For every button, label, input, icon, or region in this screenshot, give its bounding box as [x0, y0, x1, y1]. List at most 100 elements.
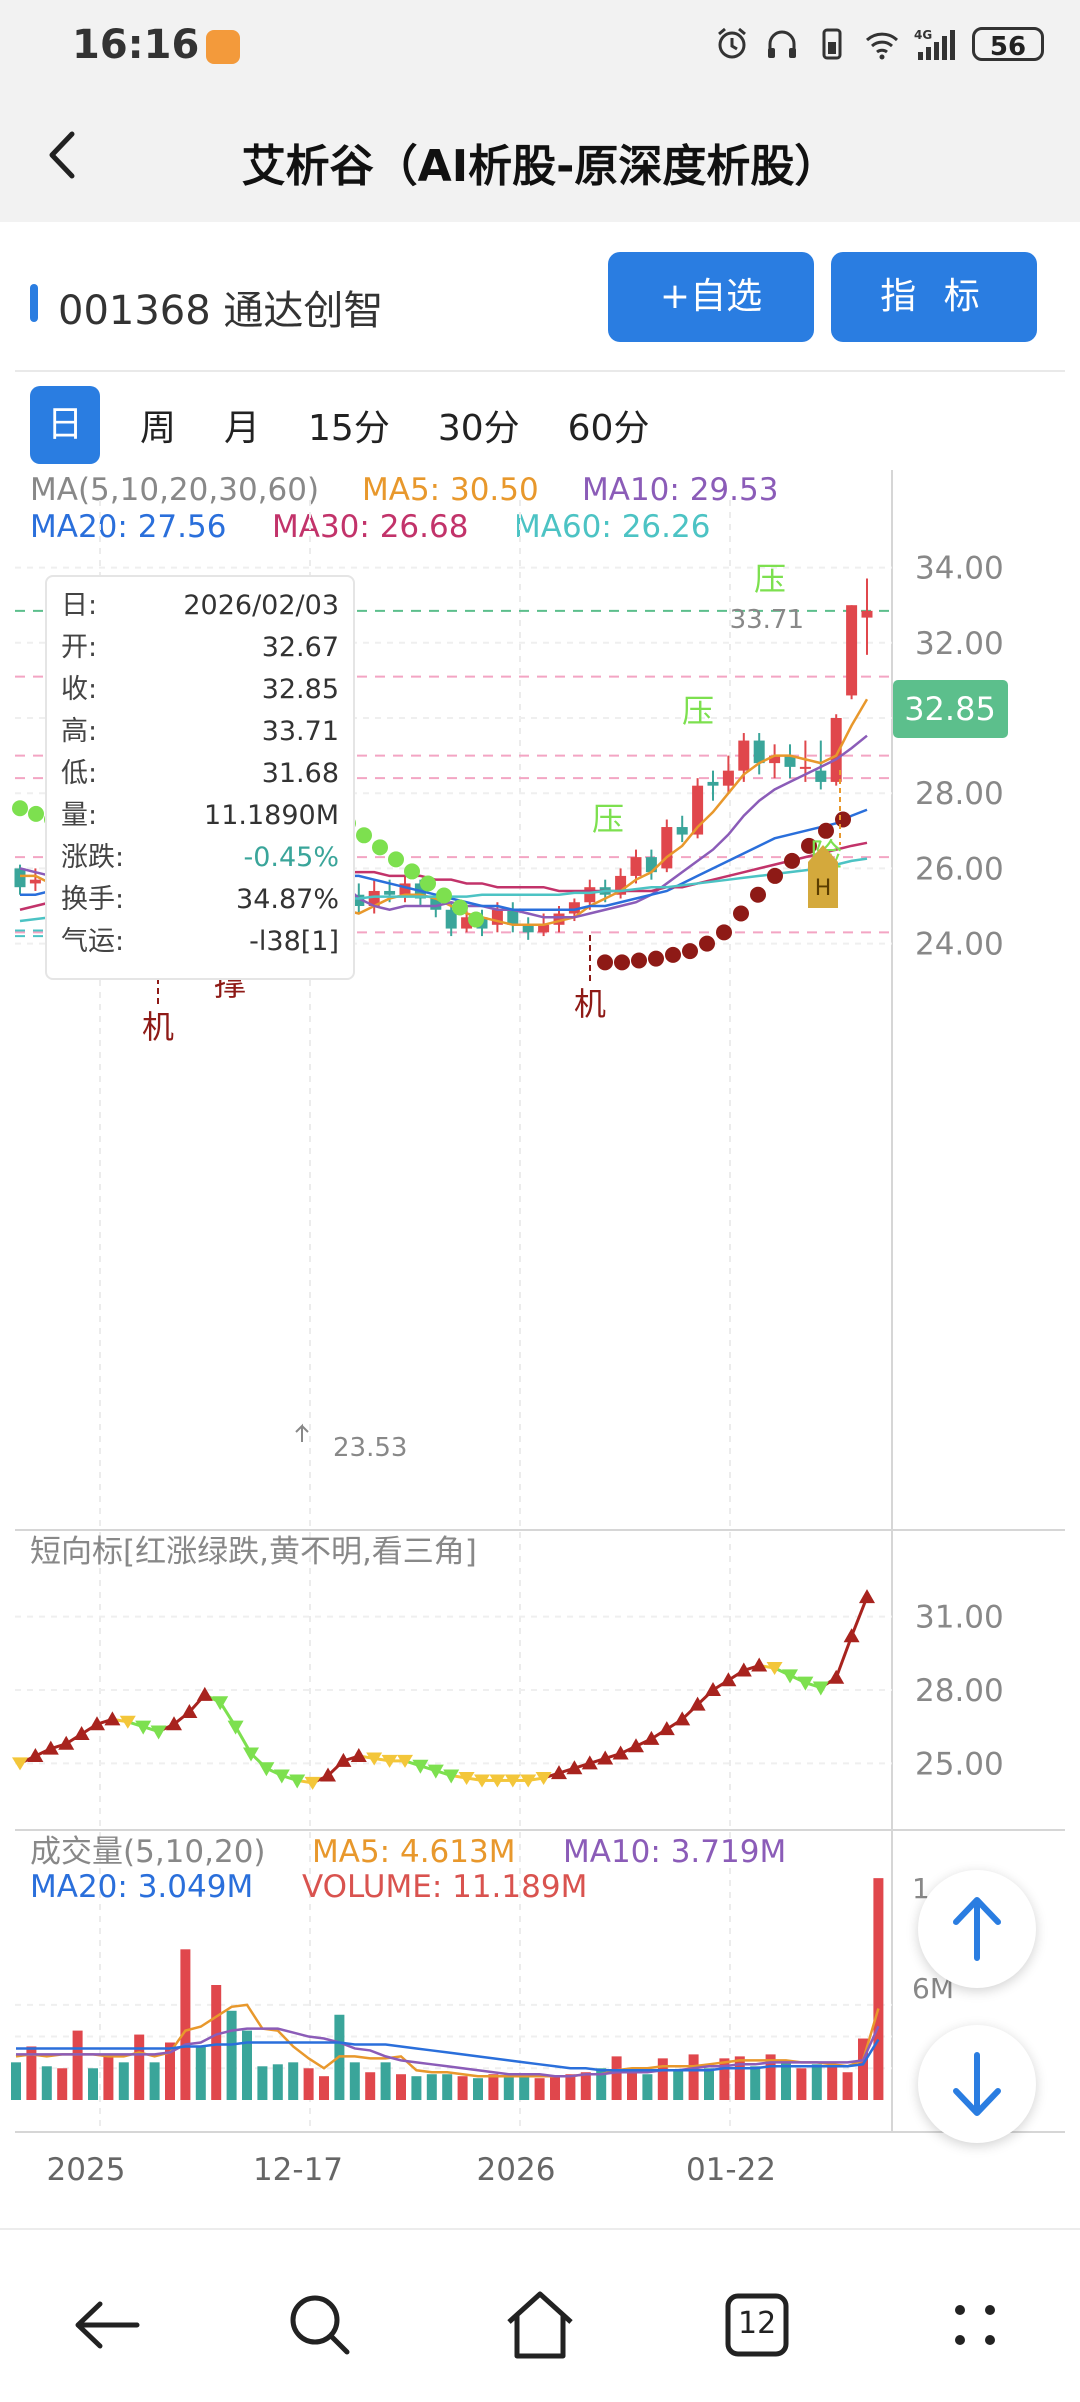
- stock-marker: [30, 284, 38, 322]
- ma5-legend: MA5: 30.50: [362, 472, 539, 508]
- page-title: 艾析谷（AI析股-原深度析股）: [241, 141, 839, 192]
- short-triangle-red: [104, 1711, 121, 1726]
- more-menu-icon[interactable]: [930, 2280, 1020, 2370]
- price-axis-tick: 24.00: [915, 927, 1004, 963]
- arrow-up-icon: [953, 1897, 1001, 1961]
- candle-body: [630, 857, 642, 876]
- ma20-legend: MA20: 27.56: [30, 509, 226, 545]
- phone-battery-icon: [822, 28, 842, 60]
- low-price-label: 23.53: [333, 1433, 407, 1463]
- volume-bar: [134, 2034, 145, 2100]
- bottom-navigation: 12: [0, 2228, 1080, 2402]
- stock-chart[interactable]: MA(5,10,20,30,60) MA5: 30.50 MA10: 29.53…: [0, 470, 1080, 2200]
- fortune-label: 气运:: [61, 926, 125, 957]
- volume-info-value: 11.1890M: [204, 800, 339, 831]
- short-segment: [850, 1596, 869, 1637]
- candle-body: [522, 924, 534, 933]
- volume-bar: [180, 1949, 191, 2100]
- volume-bar: [242, 2030, 252, 2100]
- signal-dot-red: [648, 950, 664, 967]
- short-triangle-red: [720, 1672, 737, 1687]
- volume-bar: [195, 2046, 206, 2100]
- short-triangle-red: [859, 1589, 875, 1604]
- close-label: 收:: [61, 674, 98, 705]
- short-triangle-red: [735, 1662, 752, 1677]
- arrow-down-icon: [953, 2052, 1001, 2116]
- tab-30min[interactable]: 30分: [437, 408, 520, 449]
- short-triangle-green: [135, 1720, 152, 1735]
- scroll-up-button[interactable]: [918, 1870, 1036, 1988]
- tab-15min[interactable]: 15分: [308, 408, 390, 449]
- back-arrow-icon[interactable]: [62, 2280, 152, 2370]
- current-price-label: 32.85: [904, 690, 996, 728]
- volume-bar: [411, 2076, 422, 2100]
- home-icon[interactable]: [495, 2280, 585, 2370]
- candle-body: [784, 755, 796, 767]
- short-triangle-yellow: [304, 1776, 321, 1790]
- short-triangle-green: [782, 1669, 798, 1684]
- volume-bar: [627, 2072, 637, 2100]
- volume-bar: [688, 2054, 699, 2100]
- candle-body: [799, 766, 811, 769]
- short-triangle-red: [320, 1767, 336, 1782]
- candle-body: [815, 770, 827, 782]
- machine-mark: 机: [142, 1008, 174, 1046]
- signal-dot-red: [665, 946, 681, 963]
- tab-count: 12: [738, 2306, 777, 2341]
- low-label: 低:: [61, 758, 98, 789]
- candle-body: [538, 924, 550, 933]
- volume-bar: [211, 1985, 222, 2100]
- volume-bar: [657, 2058, 668, 2100]
- tab-60min[interactable]: 60分: [567, 408, 650, 449]
- price-axis-tick: 26.00: [915, 851, 1004, 887]
- current-price-tag: [893, 680, 1008, 738]
- short-triangle-red: [597, 1750, 614, 1765]
- tab-day[interactable]: 日: [30, 386, 100, 464]
- short-triangle-red: [689, 1696, 706, 1711]
- candle-body: [707, 781, 719, 786]
- volume-bar: [704, 2068, 714, 2100]
- short-triangle-red: [566, 1760, 583, 1775]
- signal-dot-green: [388, 851, 404, 868]
- volume-label: 量:: [61, 800, 98, 831]
- short-triangle-red: [58, 1735, 75, 1750]
- search-icon[interactable]: [275, 2280, 365, 2370]
- short-triangle-red: [181, 1704, 198, 1718]
- short-triangle-red: [166, 1716, 182, 1731]
- candle-body: [615, 875, 627, 895]
- short-triangle-green: [412, 1759, 429, 1774]
- turnover-value: 34.87%: [236, 884, 339, 915]
- volume-bar: [11, 2062, 21, 2100]
- change-label: 涨跌:: [61, 842, 125, 873]
- title-bar: 艾析谷（AI析股-原深度析股）: [0, 90, 1080, 222]
- date-axis: 2025 12-17 2026 01-22: [47, 2152, 777, 2188]
- candle-body: [661, 827, 673, 869]
- tab-month[interactable]: 月: [224, 408, 261, 449]
- chevron-left-icon[interactable]: [30, 120, 100, 190]
- tabs-button[interactable]: 12: [712, 2280, 802, 2370]
- candle-body: [861, 610, 873, 618]
- ohlc-info-box: 日: 2026/02/03 开: 32.67 收: 32.85 高: 33.71 低: 3…: [45, 575, 355, 980]
- date-axis-tick: 01-22: [686, 2152, 776, 2188]
- volume-bar: [750, 2066, 761, 2100]
- divider: [15, 370, 1065, 372]
- volume-bar: [442, 2074, 453, 2100]
- close-value: 32.85: [261, 674, 339, 705]
- short-triangle-red: [89, 1716, 105, 1731]
- volume-title: 成交量(5,10,20): [30, 1834, 266, 1870]
- add-watchlist-button[interactable]: +自选: [608, 252, 814, 342]
- short-triangle-red: [628, 1738, 644, 1753]
- volume-ma5: MA5: 4.613M: [312, 1834, 515, 1870]
- h-badge-label: H: [815, 876, 832, 901]
- candle-body: [676, 827, 688, 835]
- indicator-button[interactable]: 指 标: [831, 252, 1037, 342]
- candle-body: [584, 887, 596, 903]
- tab-week[interactable]: 周: [140, 408, 177, 449]
- scroll-down-button[interactable]: [918, 2025, 1036, 2143]
- volume-bar: [596, 2068, 607, 2100]
- short-triangle-green: [258, 1762, 275, 1777]
- short-triangle-yellow: [381, 1754, 398, 1768]
- signal-dot-red: [784, 852, 800, 869]
- volume-bar: [257, 2066, 268, 2100]
